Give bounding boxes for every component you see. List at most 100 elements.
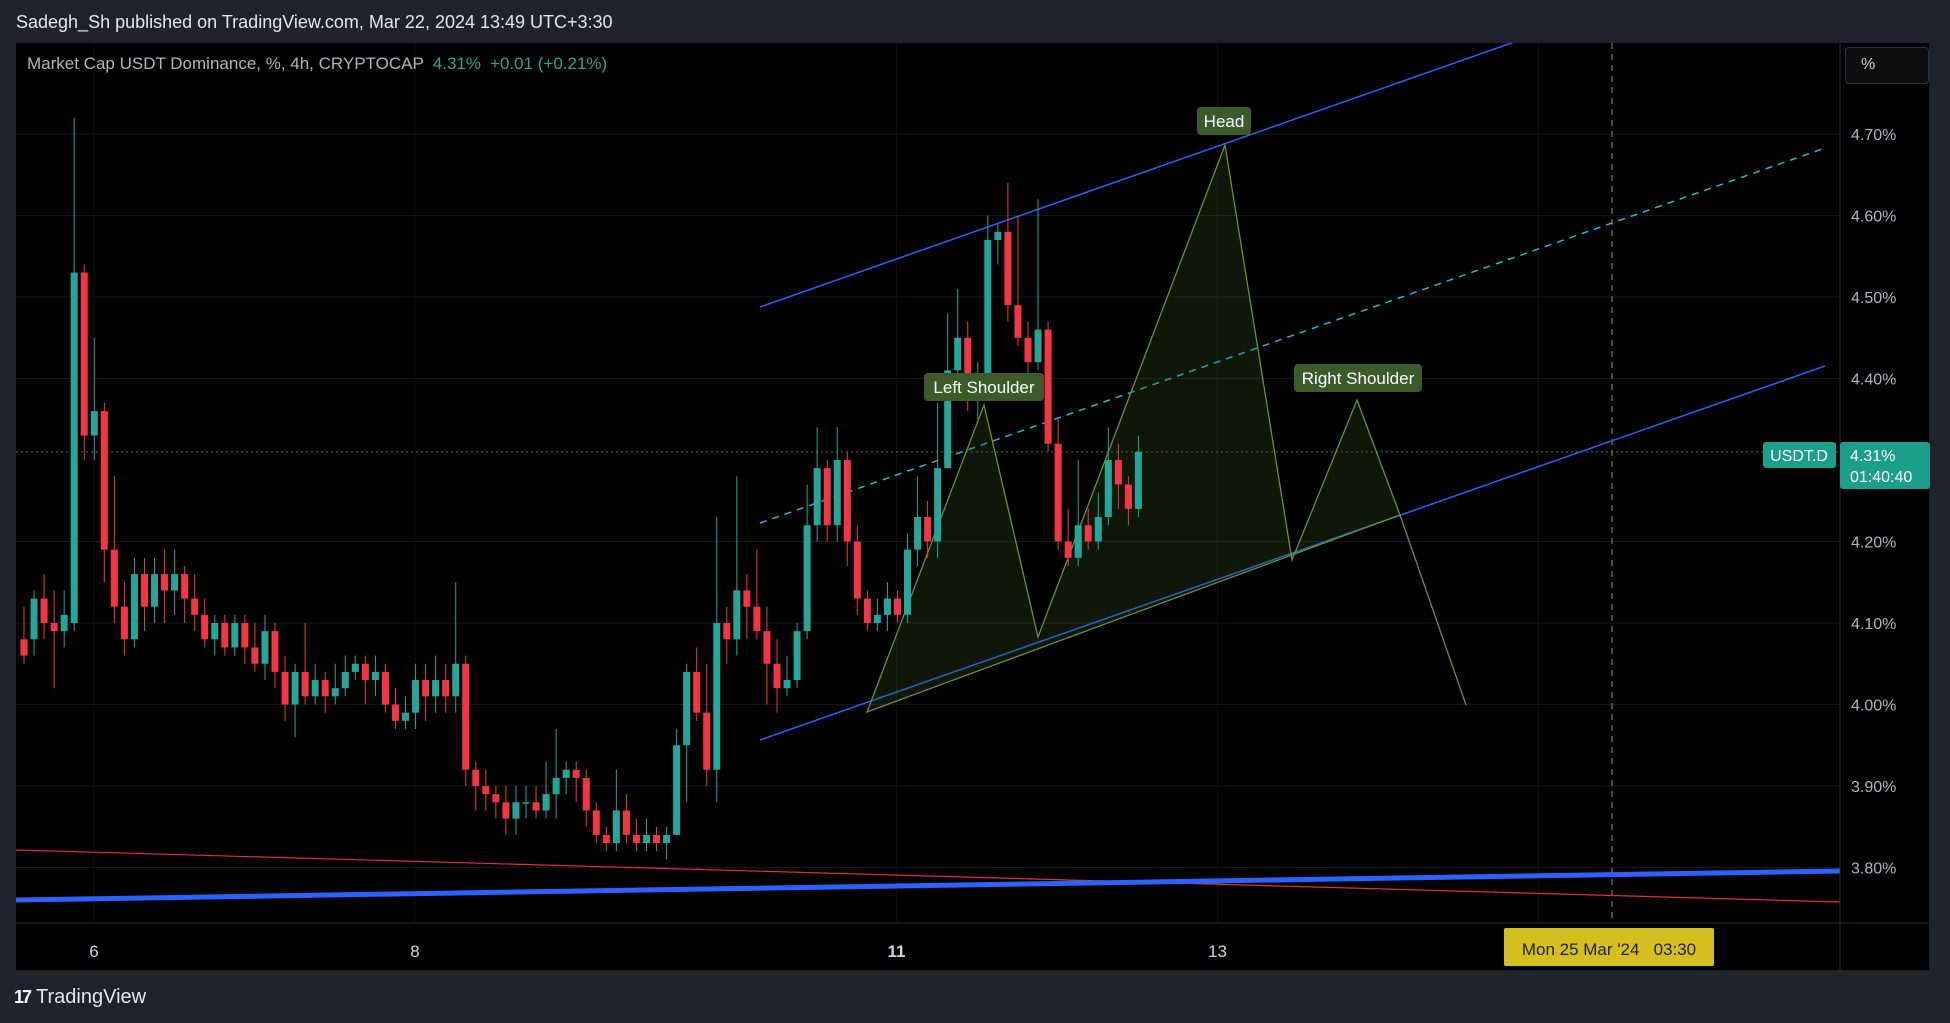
candle-body — [130, 574, 138, 640]
footer-bar — [0, 970, 1950, 1023]
time-tick-label: 11 — [888, 942, 906, 961]
last-price-tag[interactable]: 4.31% 01:40:40 — [1840, 442, 1930, 489]
percent-scale-button[interactable]: % — [1845, 47, 1929, 84]
candle-up — [883, 582, 891, 632]
candle-down — [201, 598, 209, 648]
annotation-head-label: Head — [1204, 112, 1245, 131]
candle-down — [502, 786, 510, 835]
candle-down — [221, 614, 229, 656]
candle-up — [994, 223, 1002, 265]
candle-body — [472, 769, 480, 786]
candle-body — [1124, 484, 1132, 509]
candle-body — [1074, 525, 1082, 558]
candle-body — [863, 598, 871, 623]
candle-body — [522, 802, 530, 804]
candle-up — [512, 786, 520, 835]
candle-down — [492, 786, 500, 819]
candle-body — [50, 623, 58, 632]
candle-down — [251, 623, 259, 672]
candle-down — [572, 761, 580, 803]
candle-down — [843, 451, 851, 566]
tradingview-logo-icon: 17 — [14, 987, 32, 1007]
candle-up — [793, 623, 801, 689]
annotation-right-shoulder[interactable]: Right Shoulder — [1294, 364, 1422, 392]
candle-body — [723, 623, 731, 640]
publish-bar: Sadegh_Sh published on TradingView.com, … — [0, 0, 1950, 43]
channel-midline — [759, 147, 1826, 524]
tradingview-logo[interactable]: 17 TradingView — [14, 986, 146, 1009]
candle-body — [743, 590, 751, 607]
chart-area[interactable] — [16, 43, 1929, 970]
candle-body — [281, 671, 289, 705]
candle-body — [251, 647, 259, 664]
candle-body — [462, 663, 470, 770]
annotation-left-shoulder[interactable]: Left Shoulder — [924, 373, 1044, 401]
candle-body — [30, 598, 38, 640]
candle-body — [80, 272, 88, 436]
candle-body — [452, 663, 460, 697]
price-tick-label: 4.70% — [1851, 127, 1896, 144]
price-tick-label: 4.40% — [1851, 372, 1896, 389]
symbol-legend[interactable]: Market Cap USDT Dominance, %, 4h, CRYPTO… — [27, 54, 607, 74]
candle-down — [472, 761, 480, 811]
drawings-layer — [16, 43, 1840, 923]
candle-up — [612, 769, 620, 852]
candle-down — [924, 500, 932, 558]
channel-lower — [759, 365, 1826, 741]
price-tick-label: 3.80% — [1851, 861, 1896, 878]
candle-up — [90, 337, 98, 460]
candle-down — [1124, 476, 1132, 526]
candle-up — [412, 663, 420, 729]
candle-up — [813, 427, 821, 542]
candle-body — [1094, 517, 1102, 542]
candle-down — [1004, 182, 1012, 322]
candle-up — [552, 728, 560, 819]
candle-down — [632, 818, 640, 852]
candle-up — [663, 826, 671, 860]
time-tick-label: 8 — [410, 942, 419, 961]
price-tick-label: 4.00% — [1851, 698, 1896, 715]
candle-body — [1084, 525, 1092, 542]
candle-body — [773, 663, 781, 689]
candle-up — [1074, 460, 1082, 566]
candle-up — [331, 663, 339, 705]
candle-body — [572, 769, 580, 778]
candle-body — [673, 745, 681, 835]
candle-body — [20, 639, 28, 656]
candle-down — [622, 794, 630, 844]
candle-body — [331, 688, 339, 697]
bar-countdown: 01:40:40 — [1850, 469, 1912, 486]
candle-up — [261, 614, 269, 681]
candle-down — [50, 590, 58, 689]
candle-body — [422, 680, 430, 697]
candle-body — [823, 468, 831, 526]
candle-body — [1114, 460, 1122, 485]
candle-up — [914, 476, 922, 566]
candle-body — [341, 671, 349, 689]
candle-down — [653, 826, 661, 852]
candle-body — [402, 712, 410, 721]
time-tick-label: 6 — [89, 942, 98, 961]
ticker-tag[interactable]: USDT.D — [1763, 442, 1836, 468]
candle-body — [151, 574, 159, 607]
candle-body — [100, 411, 108, 550]
candle-up — [954, 288, 962, 387]
candle-down — [361, 655, 369, 705]
price-tick-label: 4.20% — [1851, 535, 1896, 552]
candle-body — [622, 810, 630, 835]
candle-body — [924, 517, 932, 542]
candle-body — [853, 541, 861, 599]
candle-down — [391, 688, 399, 729]
candle-down — [462, 655, 470, 786]
candle-down — [582, 769, 590, 827]
annotation-head[interactable]: Head — [1197, 107, 1251, 135]
candle-down — [743, 574, 751, 640]
candle-up — [60, 590, 68, 648]
candle-down — [241, 614, 249, 664]
candle-body — [562, 769, 570, 778]
price-axis[interactable]: 4.70% 4.60% 4.50% 4.40% 4.20% 4.10% 4.00% 3.90%… — [1851, 127, 1896, 878]
time-tick-label: 13 — [1208, 942, 1227, 961]
candle-down — [763, 606, 771, 705]
head-and-shoulders-pattern — [865, 142, 1401, 714]
